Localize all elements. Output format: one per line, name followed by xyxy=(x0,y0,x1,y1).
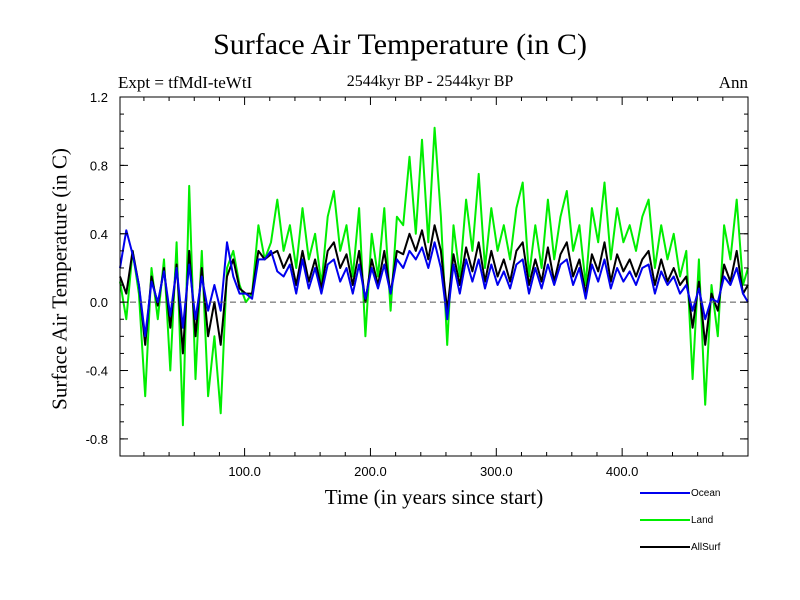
x-tick-label: 400.0 xyxy=(606,464,639,479)
y-tick-label: 0.8 xyxy=(90,158,108,173)
chart-title: Surface Air Temperature (in C) xyxy=(213,28,587,61)
experiment-label: Expt = tfMdI-teWtI xyxy=(118,73,253,92)
y-tick-label: 0.4 xyxy=(90,227,108,242)
legend-label-allsurf: AllSurf xyxy=(691,542,721,553)
y-tick-label: 1.2 xyxy=(90,90,108,105)
series-line-allsurf xyxy=(119,224,749,355)
season-label: Ann xyxy=(718,73,748,92)
tick-layer: 100.0 200.0 300.0 400.0 1.2 0.8 0.4 0.0 -0.4 -0.8 xyxy=(86,90,748,479)
series-line-land xyxy=(119,126,749,427)
x-axis-label: Time (in years since start) xyxy=(324,485,544,509)
y-tick-label: -0.4 xyxy=(86,364,108,379)
series-line-ocean xyxy=(119,229,749,338)
plot-frame xyxy=(119,96,749,457)
chart-subtitle: 2544kyr BP - 2544kyr BP xyxy=(346,73,514,90)
y-tick-label: 0.0 xyxy=(90,295,108,310)
x-tick-label: 300.0 xyxy=(480,464,513,479)
legend-label-ocean: Ocean xyxy=(691,488,720,499)
x-tick-label: 100.0 xyxy=(228,464,261,479)
x-tick-label: 200.0 xyxy=(354,464,387,479)
y-tick-label: -0.8 xyxy=(86,432,108,447)
legend-label-land: Land xyxy=(691,515,713,526)
series-layer xyxy=(119,126,749,427)
legend: Ocean Land AllSurf xyxy=(640,488,721,553)
